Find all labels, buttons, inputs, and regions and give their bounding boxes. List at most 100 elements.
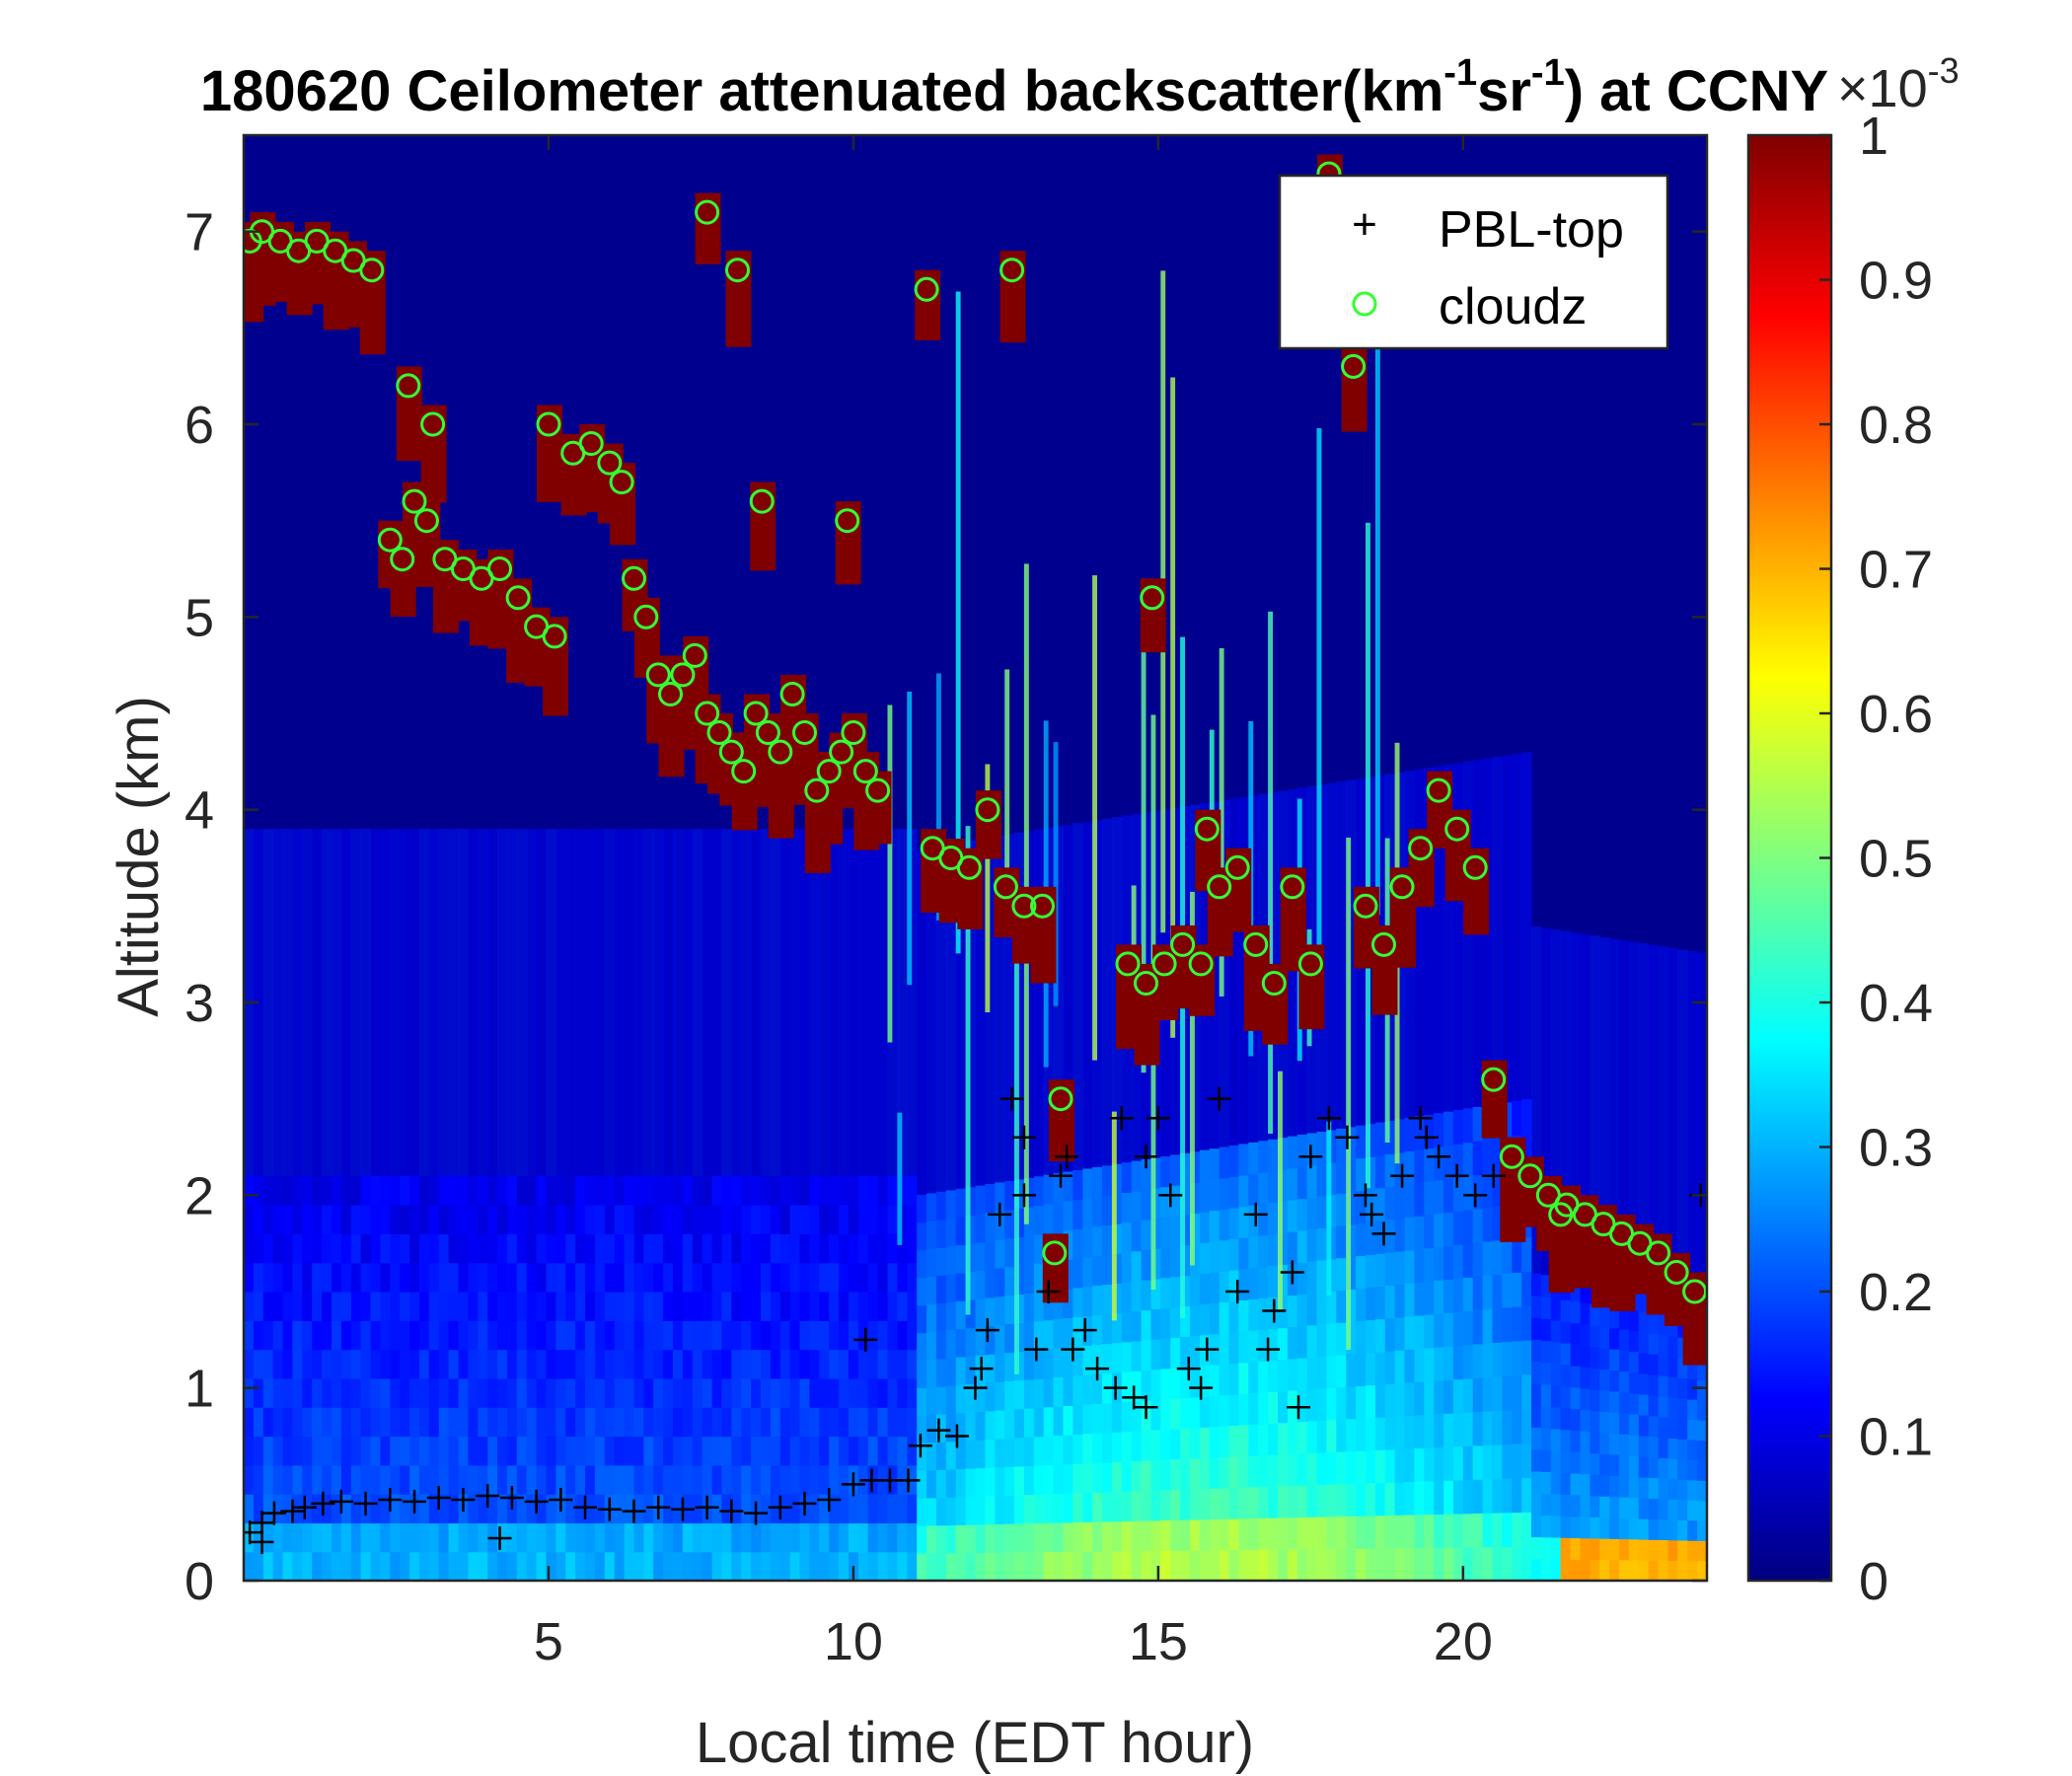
heatmap-cell — [1521, 1512, 1532, 1547]
heatmap-cell — [536, 1436, 548, 1466]
heatmap-cell — [1287, 1136, 1298, 1169]
heatmap-cell — [1102, 1402, 1113, 1434]
heatmap-cell — [1004, 1523, 1015, 1553]
heatmap-cell — [487, 1292, 498, 1321]
heatmap-cell — [945, 1441, 957, 1470]
heatmap-cell — [1316, 1131, 1327, 1164]
heatmap-cell — [1033, 1494, 1045, 1524]
heatmap-cell — [1296, 1198, 1308, 1231]
heatmap-cell — [624, 1551, 635, 1581]
heatmap-cell — [731, 829, 742, 1176]
heatmap-cell — [1590, 1537, 1600, 1561]
heatmap-cell — [244, 1233, 255, 1264]
heatmap-cell — [849, 1522, 859, 1553]
heatmap-cell — [1121, 1162, 1133, 1193]
plot-frame — [242, 133, 1709, 1583]
heatmap-cell — [1687, 1519, 1698, 1541]
cloudz-point — [1444, 816, 1470, 842]
heatmap-cell — [1199, 1427, 1211, 1458]
heatmap-cell — [1248, 1486, 1259, 1519]
heatmap-cell — [926, 1221, 937, 1249]
heatmap-cell — [643, 1407, 654, 1438]
heatmap-cell — [721, 1436, 732, 1466]
heatmap-cell — [1092, 1551, 1103, 1581]
heatmap-cell — [1424, 1247, 1435, 1282]
heatmap-cell — [1023, 831, 1035, 1178]
heatmap-cell — [1599, 1326, 1610, 1349]
heatmap-cell — [253, 1407, 264, 1438]
heatmap-streak — [1366, 522, 1370, 1189]
heatmap-cell — [1482, 1207, 1494, 1242]
heatmap-streak — [955, 291, 961, 954]
heatmap-cell — [478, 1292, 488, 1321]
heatmap-cell — [516, 1407, 528, 1438]
heatmap-cell — [1336, 1548, 1347, 1581]
heatmap-cell — [312, 829, 323, 1176]
heatmap-cell — [907, 1436, 918, 1466]
heatmap-cell — [1482, 1546, 1494, 1581]
heatmap-cell — [262, 1464, 274, 1495]
heatmap-cell — [1521, 1546, 1532, 1581]
heatmap-cell — [789, 1464, 801, 1495]
heatmap-cell — [536, 1494, 548, 1523]
pbl-top-point — [292, 1495, 317, 1519]
heatmap-cell — [1004, 1180, 1015, 1211]
heatmap-cell — [360, 1292, 372, 1321]
heatmap-cell — [1531, 1448, 1542, 1472]
heatmap-cell — [1560, 1321, 1572, 1344]
heatmap-cell — [1092, 1492, 1103, 1522]
heatmap-cell — [936, 1247, 947, 1276]
heatmap-cell — [1268, 1170, 1279, 1204]
heatmap-cell — [917, 1304, 927, 1334]
heatmap-cell — [907, 1377, 918, 1408]
heatmap-cell — [400, 1320, 410, 1351]
heatmap-cell — [282, 1551, 293, 1581]
heatmap-cell — [1590, 1346, 1600, 1369]
heatmap-cell — [468, 1464, 479, 1495]
heatmap-cell — [1287, 1517, 1298, 1550]
heatmap-cell — [1053, 1376, 1065, 1407]
heatmap-cell — [614, 1262, 626, 1293]
heatmap-cell — [1540, 1340, 1552, 1364]
heatmap-cell — [1502, 1443, 1513, 1479]
heatmap-cell — [1580, 1302, 1591, 1325]
heatmap-cell — [282, 829, 293, 1176]
heatmap-cell — [292, 1292, 303, 1321]
heatmap-cell — [302, 1320, 313, 1351]
heatmap-cell — [887, 1407, 898, 1438]
heatmap-cell — [1648, 1518, 1660, 1540]
heatmap-cell — [516, 1349, 528, 1379]
heatmap-cell — [1199, 1303, 1211, 1336]
heatmap-cell — [1550, 1341, 1562, 1365]
heatmap-cell — [1228, 1549, 1240, 1581]
heatmap-cell — [789, 1349, 801, 1379]
heatmap-cell — [1346, 1127, 1357, 1160]
heatmap-streak — [1004, 669, 1010, 932]
heatmap-cell — [849, 1436, 859, 1466]
heatmap-cell — [1190, 1518, 1201, 1551]
heatmap-cell — [1228, 1456, 1240, 1489]
heatmap-cell — [380, 1551, 391, 1581]
heatmap-cell — [253, 1522, 264, 1553]
heatmap-cell — [1366, 1319, 1376, 1354]
pbl-top-point — [744, 1501, 769, 1525]
heatmap-cell — [1190, 1243, 1201, 1276]
heatmap-cell — [955, 1524, 967, 1554]
heatmap-cell — [799, 1320, 810, 1351]
heatmap-cell — [653, 1320, 664, 1351]
heatmap-cell — [1238, 1549, 1249, 1581]
heatmap-cell — [1190, 1488, 1201, 1520]
heatmap-cell — [1150, 1218, 1161, 1249]
heatmap-cell — [526, 1320, 538, 1351]
heatmap-cell — [546, 1377, 556, 1408]
heatmap-cell — [721, 1262, 732, 1293]
cloudz-point — [1517, 1163, 1543, 1189]
heatmap-cell — [779, 829, 791, 1176]
heatmap-cell — [546, 1436, 556, 1466]
heatmap-cell — [887, 1233, 898, 1264]
heatmap-cell — [516, 1175, 528, 1206]
heatmap-cell — [731, 1494, 742, 1523]
heatmap-cell — [1111, 1283, 1123, 1314]
heatmap-cell — [1150, 1490, 1161, 1521]
heatmap-cell — [487, 1464, 498, 1495]
